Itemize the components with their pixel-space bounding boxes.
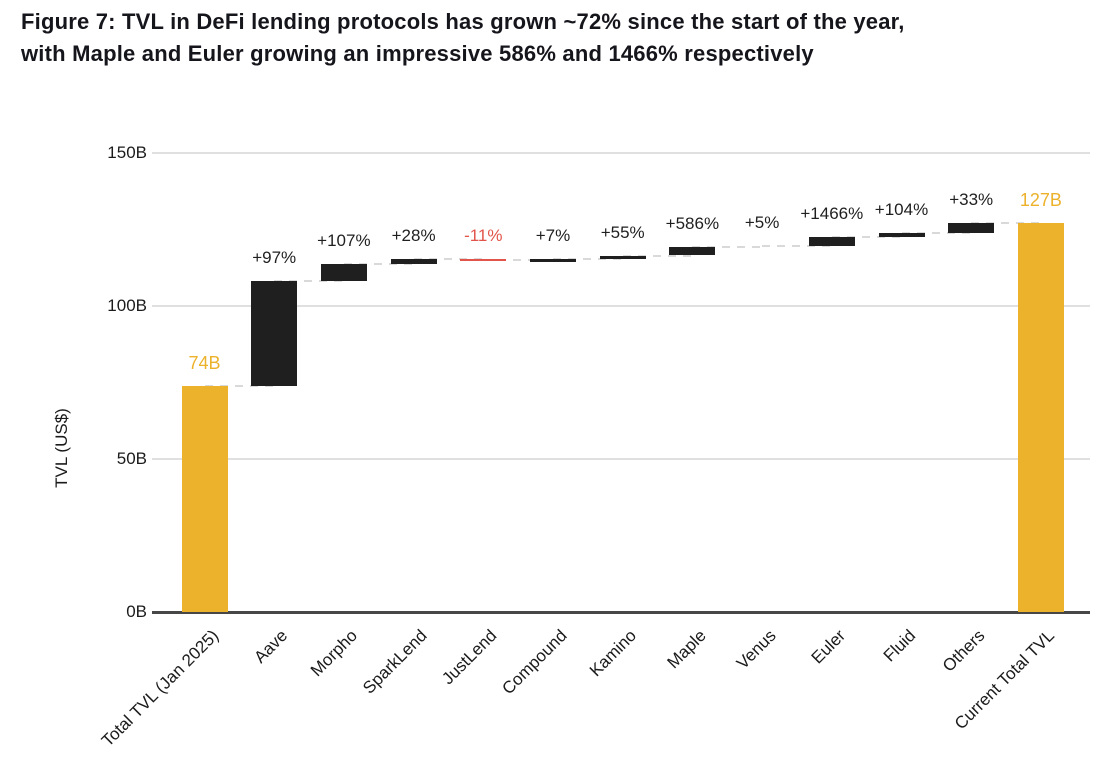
- y-tick-150B: 150B: [107, 143, 147, 162]
- bar-value-label-venus: +5%: [744, 213, 780, 233]
- waterfall-connector-fluid: [831, 236, 902, 239]
- figure-title-line1: Figure 7: TVL in DeFi lending protocols …: [21, 9, 905, 34]
- gridline-150B: [152, 152, 1090, 154]
- bar-value-label-justlend: -11%: [464, 225, 503, 245]
- bar-others: [948, 223, 995, 234]
- waterfall-connector-current-total-tvl: [971, 222, 1041, 225]
- bar-value-label-euler: +1466%: [800, 204, 864, 224]
- x-tick-compound: Compound: [498, 626, 571, 699]
- bar-value-label-aave: +97%: [252, 247, 297, 267]
- x-axis-line: [152, 611, 1090, 614]
- bar-euler: [808, 237, 855, 247]
- bar-value-label-kamino: +55%: [600, 222, 645, 242]
- waterfall-connector-morpho: [274, 279, 344, 282]
- bar-aave: [251, 280, 298, 386]
- x-tick-fluid: Fluid: [879, 626, 919, 666]
- x-tick-kamino: Kamino: [585, 626, 641, 681]
- figure-title-line2: with Maple and Euler growing an impressi…: [21, 41, 814, 66]
- x-tick-total-tvl-jan-2025: Total TVL (Jan 2025): [97, 626, 222, 751]
- bar-value-label-maple: +586%: [665, 213, 720, 233]
- bar-value-label-current-total-tvl: 127B: [1019, 190, 1062, 211]
- bar-value-label-sparklend: +28%: [391, 225, 436, 245]
- x-tick-justlend: JustLend: [438, 626, 501, 689]
- waterfall-connector-sparklend: [343, 263, 414, 266]
- waterfall-connector-venus: [692, 245, 763, 248]
- y-tick-0B: 0B: [126, 602, 147, 621]
- gridline-50B: [152, 458, 1090, 460]
- bar-value-label-total-tvl-jan-2025: 74B: [188, 352, 221, 373]
- x-tick-maple: Maple: [663, 626, 710, 673]
- bar-kamino: [599, 255, 646, 260]
- waterfall-connector-kamino: [553, 258, 623, 261]
- bar-justlend: [460, 258, 507, 262]
- x-tick-euler: Euler: [807, 626, 850, 668]
- x-tick-morpho: Morpho: [307, 626, 362, 681]
- bar-compound: [530, 259, 576, 262]
- waterfall-connector-others: [901, 232, 972, 235]
- bar-value-label-morpho: +107%: [317, 231, 371, 251]
- y-tick-100B: 100B: [107, 296, 147, 315]
- bar-value-label-fluid: +104%: [874, 200, 929, 220]
- waterfall-connector-aave: [204, 384, 275, 387]
- bar-value-label-others: +33%: [949, 190, 994, 210]
- bar-morpho: [320, 264, 367, 281]
- waterfall-connector-justlend: [413, 257, 484, 260]
- figure-title: Figure 7: TVL in DeFi lending protocols …: [21, 6, 1091, 70]
- bar-value-label-compound: +7%: [535, 226, 571, 246]
- x-tick-venus: Venus: [732, 626, 780, 673]
- gridline-100B: [152, 305, 1090, 307]
- waterfall-connector-maple: [622, 254, 693, 257]
- x-tick-aave: Aave: [250, 626, 292, 667]
- x-tick-others: Others: [939, 626, 989, 676]
- x-tick-sparklend: SparkLend: [359, 626, 432, 698]
- bar-sparklend: [390, 258, 437, 265]
- y-tick-50B: 50B: [116, 449, 147, 468]
- waterfall-connector-compound: [483, 259, 553, 262]
- bar-maple: [669, 246, 716, 256]
- bar-total-tvl-jan-2025: [181, 385, 228, 612]
- bar-fluid: [878, 233, 925, 238]
- waterfall-connector-euler: [762, 245, 832, 248]
- bar-current-total-tvl: [1017, 223, 1064, 612]
